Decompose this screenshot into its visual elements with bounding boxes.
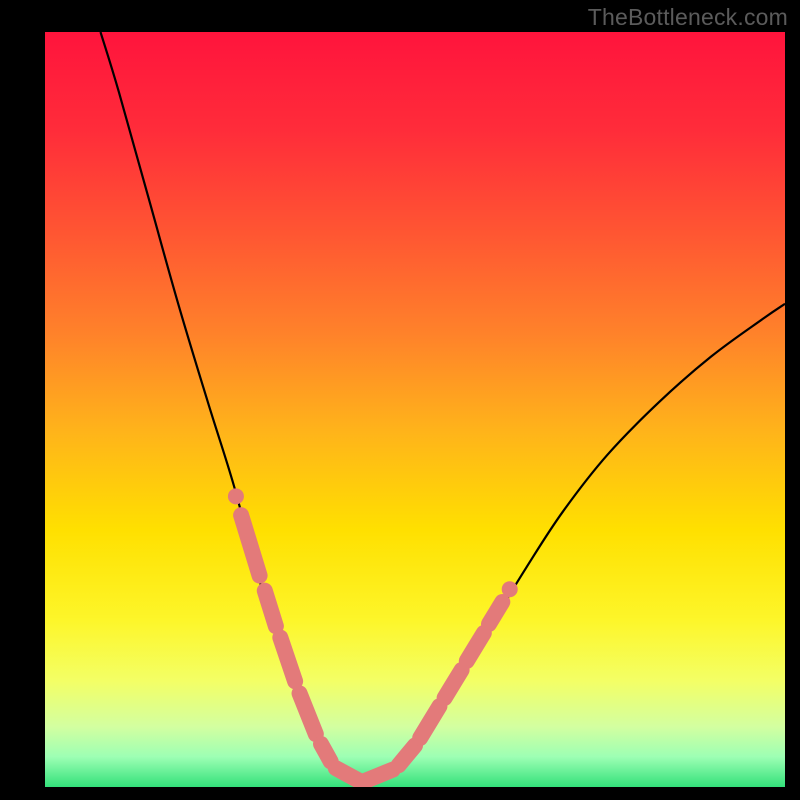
plot-background (45, 32, 785, 787)
bottleneck-chart (0, 0, 800, 800)
watermark-text: TheBottleneck.com (588, 4, 788, 31)
